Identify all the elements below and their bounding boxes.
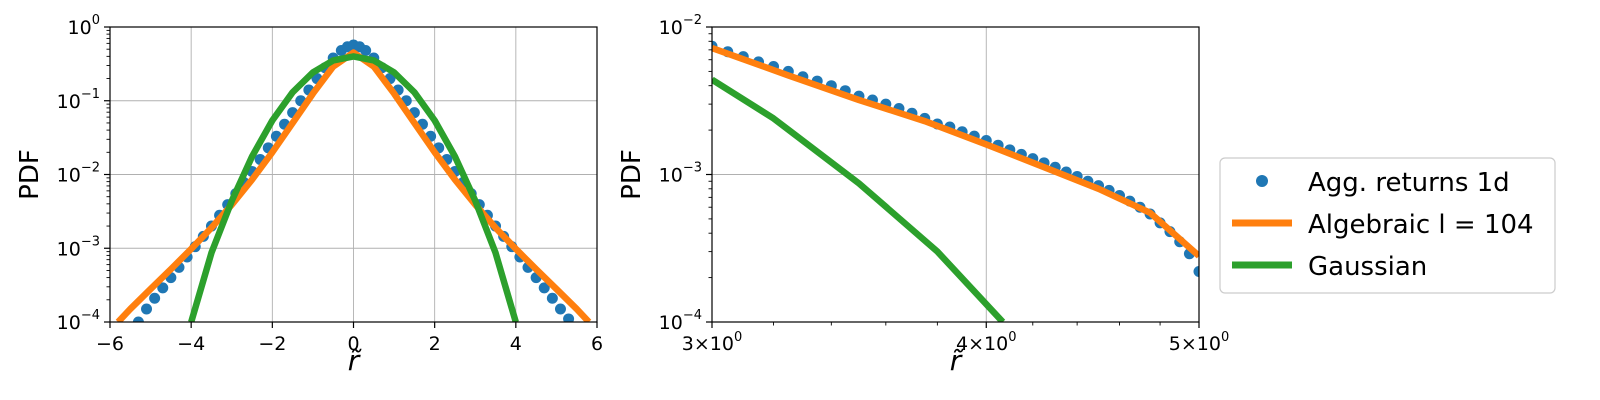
legend-box	[1219, 157, 1556, 294]
y-tick-label: 10−3	[57, 234, 100, 260]
x-tick-label: −4	[177, 333, 205, 355]
x-tick-label: 4×100	[956, 330, 1016, 355]
left-chart-ticks: −6 −4 −2 0 2 4 6 100 10−1 10−2 10−3 10−4	[57, 13, 603, 355]
legend-entry-algebraic: Algebraic l = 104	[1232, 210, 1534, 240]
data-point	[554, 303, 566, 315]
legend-label: Agg. returns 1d	[1308, 168, 1510, 198]
legend-label: Gaussian	[1308, 252, 1427, 282]
series-line	[115, 49, 592, 322]
x-tick-label: 4	[510, 333, 522, 355]
y-tick-label: 10−2	[57, 161, 100, 187]
x-tick-label: 3×100	[682, 330, 742, 355]
x-tick-label: 0	[347, 333, 359, 355]
data-point	[157, 282, 169, 294]
series-line	[712, 44, 1199, 259]
x-tick-label: 2	[429, 333, 441, 355]
right-chart-panel: 3×100 4×100 5×100 10−2 10−3 10−4 r̃ PDF	[617, 13, 1229, 377]
x-tick-label: −6	[96, 333, 124, 355]
data-point	[141, 303, 153, 315]
left-chart-panel: −6 −4 −2 0 2 4 6 100 10−1 10−2 10−3 10−4 r̃ PDF	[15, 13, 603, 377]
legend: Agg. returns 1d Algebraic l = 104 Gaussi…	[1219, 157, 1556, 294]
series-line	[712, 76, 1006, 322]
x-tick-label: 5×100	[1169, 330, 1229, 355]
left-chart-x-axis-label: r̃	[348, 344, 362, 377]
left-chart-series	[115, 39, 592, 322]
legend-label: Algebraic l = 104	[1308, 210, 1534, 240]
data-point	[538, 282, 550, 294]
legend-entry-agg-returns: Agg. returns 1d	[1256, 168, 1510, 198]
data-point	[360, 45, 372, 57]
y-tick-label: 100	[68, 13, 100, 39]
y-tick-label: 10−4	[659, 308, 702, 334]
y-tick-label: 10−1	[57, 87, 100, 113]
x-tick-label: −2	[258, 333, 286, 355]
series-line	[188, 53, 519, 322]
y-tick-label: 10−4	[57, 308, 100, 334]
x-tick-label: 6	[591, 333, 603, 355]
left-chart-y-axis-label: PDF	[15, 149, 45, 200]
right-chart-ticks: 3×100 4×100 5×100 10−2 10−3 10−4	[659, 13, 1230, 355]
y-tick-label: 10−2	[659, 13, 702, 39]
data-point	[1193, 265, 1199, 277]
data-point	[132, 316, 144, 322]
y-tick-label: 10−3	[659, 161, 702, 187]
data-point	[546, 292, 558, 304]
legend-marker-dot	[1256, 175, 1268, 187]
legend-entry-gaussian: Gaussian	[1232, 252, 1427, 282]
right-chart-series	[712, 40, 1199, 322]
data-point	[149, 292, 161, 304]
data-point	[563, 313, 575, 322]
right-chart-y-axis-label: PDF	[617, 149, 647, 200]
right-chart-x-axis-label: r̃	[950, 344, 964, 377]
left-chart-grid	[109, 26, 598, 323]
